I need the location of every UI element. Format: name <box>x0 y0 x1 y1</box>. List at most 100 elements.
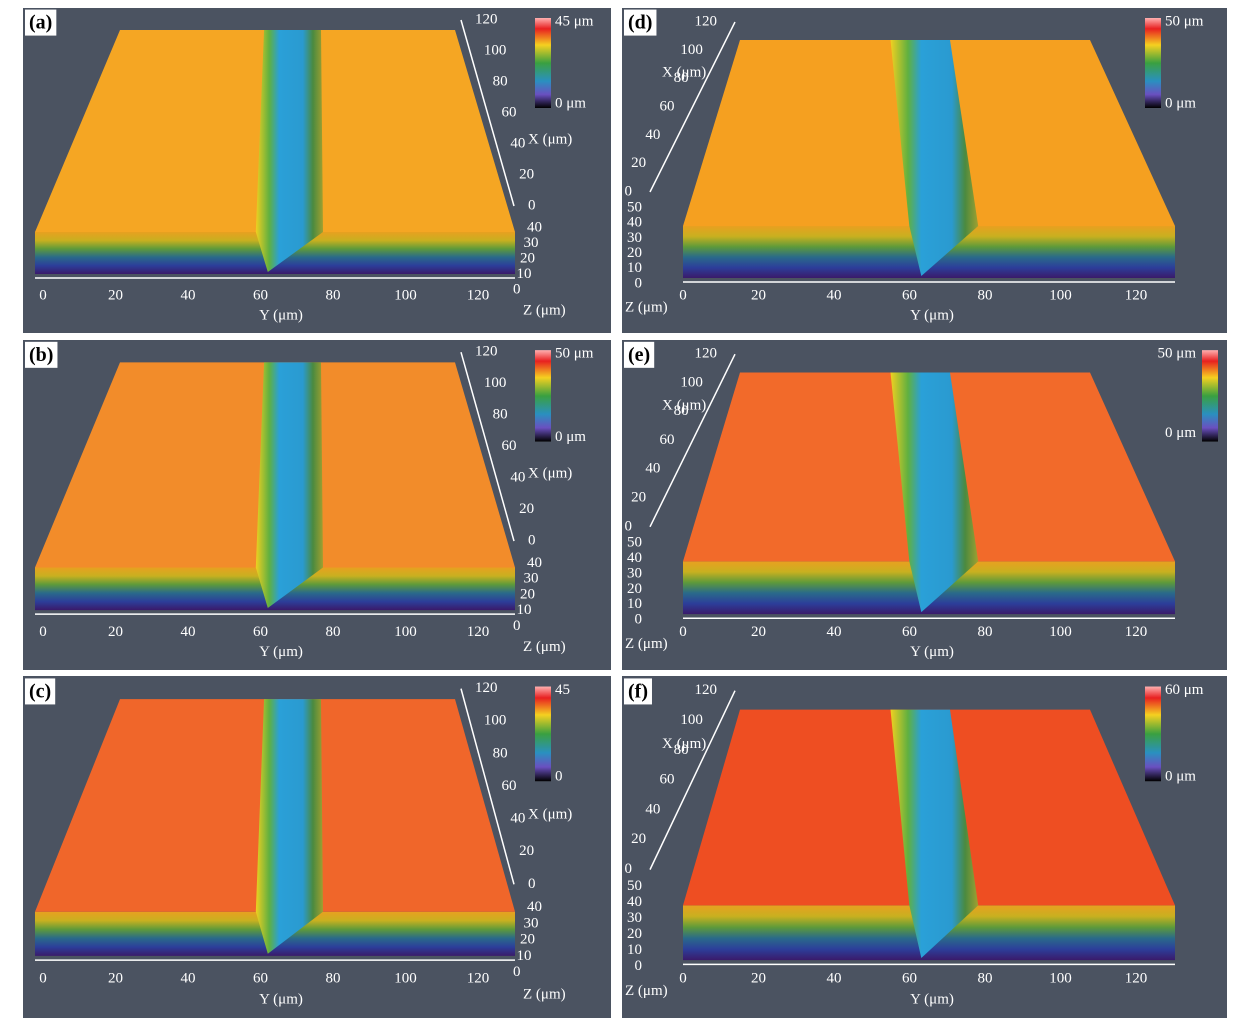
z-tick-label: 20 <box>627 926 642 942</box>
x-tick-label: 40 <box>645 127 660 143</box>
panel-label: (e) <box>628 344 650 366</box>
z-tick-label: 0 <box>635 958 643 974</box>
x-axis-line <box>649 690 736 870</box>
colorbar-max: 50 μm <box>555 346 594 362</box>
z-tick-label: 10 <box>627 942 642 958</box>
y-tick-label: 0 <box>39 971 47 987</box>
z-tick-label: 40 <box>627 215 642 231</box>
x-tick-label: 20 <box>631 155 646 171</box>
z-axis-title: Z (μm) <box>625 983 668 999</box>
y-tick-label: 20 <box>751 624 766 640</box>
x-tick-label: 80 <box>674 742 689 758</box>
y-tick-label: 120 <box>1125 624 1148 640</box>
x-tick-label: 80 <box>493 407 508 423</box>
y-axis-title: Y (μm) <box>259 644 303 660</box>
colorbar <box>1145 18 1161 108</box>
x-tick-label: 80 <box>674 403 689 419</box>
z-tick-label: 30 <box>627 565 642 581</box>
y-tick-label: 80 <box>978 624 993 640</box>
panel-label: (a) <box>29 12 52 34</box>
z-tick-label: 30 <box>627 230 642 246</box>
colorbar-min: 0 <box>555 768 563 784</box>
z-tick-label: 10 <box>627 260 642 276</box>
z-tick-label: 40 <box>527 555 542 571</box>
y-tick-label: 60 <box>902 624 917 640</box>
x-tick-label: 80 <box>674 70 689 86</box>
y-tick-label: 80 <box>326 624 341 640</box>
y-tick-label: 100 <box>1049 971 1072 987</box>
panel-label: (f) <box>628 680 648 702</box>
z-tick-label: 10 <box>517 602 532 618</box>
y-tick-label: 60 <box>253 624 268 640</box>
x-tick-label: 40 <box>510 811 525 827</box>
x-tick-label: 60 <box>502 778 517 794</box>
x-tick-label: 40 <box>645 801 660 817</box>
y-axis-title: Y (μm) <box>259 307 303 323</box>
z-axis-title: Z (μm) <box>625 299 668 315</box>
colorbar <box>535 350 551 442</box>
y-tick-label: 0 <box>679 971 687 987</box>
x-tick-label: 20 <box>631 489 646 505</box>
y-tick-label: 40 <box>181 624 196 640</box>
y-tick-label: 40 <box>827 287 842 303</box>
y-tick-label: 60 <box>253 287 268 303</box>
y-axis-title: Y (μm) <box>910 644 954 660</box>
trench <box>255 30 323 272</box>
panel-label: (c) <box>29 680 51 702</box>
label-box <box>25 9 57 36</box>
x-tick-label: 20 <box>519 166 534 182</box>
x-tick-label: 0 <box>528 197 536 213</box>
z-tick-label: 0 <box>635 275 643 291</box>
trench <box>890 372 979 613</box>
z-tick-label: 20 <box>627 581 642 597</box>
x-axis-title: X (μm) <box>662 64 706 80</box>
colorbar-max: 50 μm <box>1158 346 1197 362</box>
z-axis-title: Z (μm) <box>523 986 566 1002</box>
z-tick-label: 30 <box>627 910 642 926</box>
trench <box>890 709 979 959</box>
z-tick-label: 30 <box>524 235 539 251</box>
x-axis-title: X (μm) <box>662 736 706 752</box>
x-tick-label: 100 <box>484 42 507 58</box>
label-box <box>624 678 652 705</box>
y-tick-label: 120 <box>467 624 490 640</box>
y-tick-label: 20 <box>108 971 123 987</box>
y-tick-label: 0 <box>39 287 47 303</box>
x-tick-label: 120 <box>475 11 498 27</box>
x-tick-label: 20 <box>631 831 646 847</box>
label-box <box>25 341 58 368</box>
y-tick-label: 0 <box>39 624 47 640</box>
colorbar-min: 0 μm <box>555 95 586 111</box>
y-tick-label: 100 <box>1049 624 1072 640</box>
colorbar-min: 0 μm <box>1165 425 1196 441</box>
label-box <box>624 341 655 368</box>
x-tick-label: 0 <box>528 532 536 548</box>
colorbar-min: 0 μm <box>1165 95 1196 111</box>
y-tick-label: 120 <box>1125 287 1148 303</box>
colorbar <box>535 686 551 782</box>
colorbar <box>1202 350 1218 442</box>
x-tick-label: 120 <box>695 346 718 362</box>
colorbar <box>535 18 551 108</box>
x-axis-line <box>460 351 515 542</box>
y-tick-label: 80 <box>978 287 993 303</box>
y-axis-title: Y (μm) <box>910 307 954 323</box>
x-tick-label: 120 <box>475 344 498 360</box>
y-tick-label: 20 <box>751 287 766 303</box>
x-tick-label: 120 <box>695 13 718 29</box>
x-tick-label: 0 <box>625 861 633 877</box>
y-tick-label: 80 <box>978 971 993 987</box>
x-tick-label: 80 <box>493 73 508 89</box>
x-tick-label: 60 <box>660 98 675 114</box>
y-tick-label: 120 <box>467 971 490 987</box>
x-tick-label: 120 <box>475 680 498 696</box>
colorbar <box>1145 686 1161 782</box>
label-box <box>25 678 56 705</box>
trench <box>255 362 323 609</box>
x-tick-label: 0 <box>528 876 536 892</box>
y-tick-label: 120 <box>1125 971 1148 987</box>
x-tick-label: 120 <box>695 682 718 698</box>
